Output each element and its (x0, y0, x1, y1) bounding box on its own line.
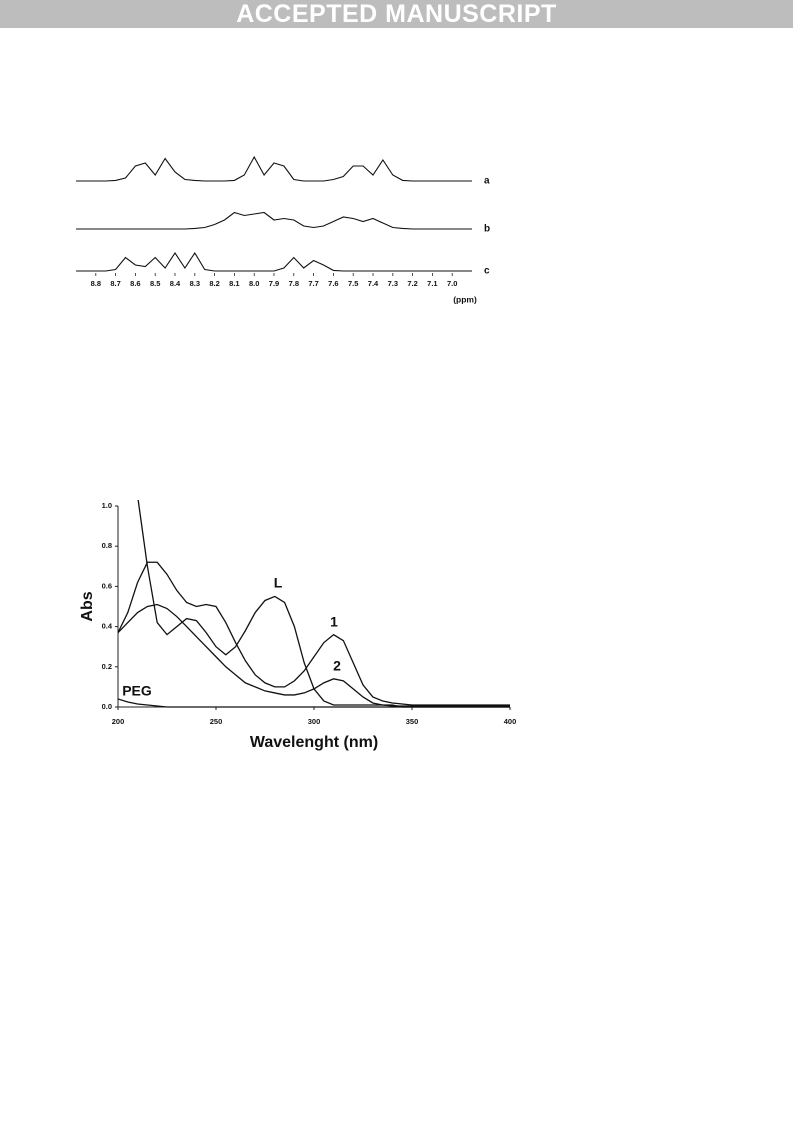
x-tick-label: 250 (210, 717, 223, 726)
x-tick-label: 8.5 (150, 279, 160, 288)
y-tick-label: 0.2 (102, 662, 112, 671)
y-tick-label: 0.8 (102, 541, 112, 550)
x-tick-label: 7.5 (348, 279, 358, 288)
x-tick-label: 8.0 (249, 279, 259, 288)
plot-area (118, 500, 510, 708)
x-tick-label: 8.8 (91, 279, 101, 288)
absorbance-curve (118, 603, 510, 707)
x-tick-label: 400 (504, 717, 517, 726)
spectrum-trace (76, 211, 472, 230)
absorbance-curve (118, 698, 510, 708)
series-label: 1 (330, 614, 338, 630)
trace-label: c (484, 266, 490, 277)
y-tick-label: 1.0 (102, 501, 112, 510)
y-tick-label: 0.6 (102, 581, 112, 590)
x-tick-label: 8.3 (190, 279, 200, 288)
trace-label: a (484, 176, 490, 187)
x-tick-label: 8.4 (170, 279, 181, 288)
x-tick-label: 8.7 (110, 279, 120, 288)
x-tick-label: 7.6 (328, 279, 338, 288)
x-tick-label: 7.0 (447, 279, 457, 288)
series-label: 2 (333, 658, 341, 674)
absorbance-curve (137, 500, 510, 708)
x-tick-label: 7.1 (427, 279, 437, 288)
spectrum-trace (76, 251, 472, 272)
x-tick-label: 350 (406, 717, 419, 726)
x-tick-label: 7.7 (308, 279, 318, 288)
x-tick-label: 7.4 (368, 279, 379, 288)
series-label: L (274, 575, 283, 591)
x-tick-label: 7.3 (388, 279, 398, 288)
x-tick-label: 7.2 (407, 279, 417, 288)
x-axis-label: Wavelenght (nm) (250, 734, 378, 751)
x-tick-label: 8.1 (229, 279, 239, 288)
banner: ACCEPTED MANUSCRIPT (0, 0, 793, 28)
y-axis-label: Abs (79, 591, 96, 621)
x-tick-label: 7.8 (289, 279, 299, 288)
spectrum-trace (76, 155, 472, 182)
x-tick-label: 7.9 (269, 279, 279, 288)
x-axis-label: (ppm) (453, 294, 477, 304)
y-tick-label: 0.0 (102, 702, 112, 711)
x-tick-label: 8.2 (209, 279, 219, 288)
y-tick-label: 0.4 (102, 622, 113, 631)
x-tick-label: 8.6 (130, 279, 140, 288)
absorbance-curve (118, 561, 510, 706)
trace-label: b (484, 224, 490, 235)
series-label: PEG (122, 683, 152, 699)
x-tick-label: 300 (308, 717, 321, 726)
x-tick-label: 200 (112, 717, 125, 726)
